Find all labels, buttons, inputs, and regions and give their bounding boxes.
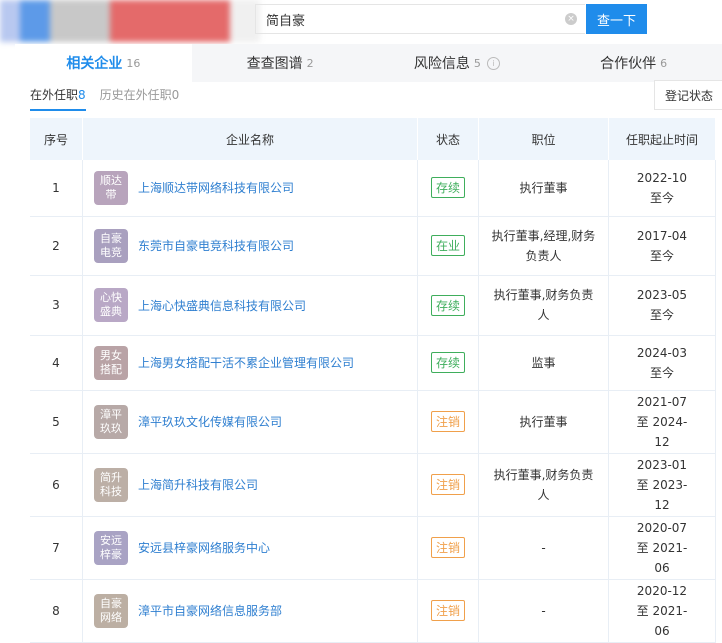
period: 2017-04 至今 <box>636 228 688 263</box>
search-input[interactable]: 简自豪 × <box>255 4 585 34</box>
period: 2023-01 至 2023-12 <box>636 457 688 512</box>
period: 2020-12 至 2021-06 <box>636 583 688 638</box>
period: 2022-10 至今 <box>636 170 688 205</box>
company-logo: 自豪网络 <box>94 593 128 628</box>
position: 执行董事,财务负责人 <box>493 288 594 322</box>
period: 2020-07 至 2021-06 <box>636 520 688 575</box>
table-row: 4 男女搭配 上海男女搭配干活不累企业管理有限公司 存续 监事 2024-03 至… <box>30 335 716 391</box>
subtab-history-positions[interactable]: 历史在外任职0 <box>99 88 180 102</box>
company-logo: 简升科技 <box>94 467 128 502</box>
position: - <box>541 603 546 618</box>
company-link[interactable]: 上海顺达带网络科技有限公司 <box>138 181 295 196</box>
subtab-current-positions[interactable]: 在外任职8 <box>30 86 86 111</box>
period: 2024-03 至今 <box>636 345 688 380</box>
blurred-logo <box>0 0 260 42</box>
search-button[interactable]: 查一下 <box>586 4 647 34</box>
header-status: 状态 <box>417 118 479 160</box>
status-filter-dropdown[interactable]: 登记状态 <box>654 80 722 110</box>
row-no: 5 <box>30 390 83 454</box>
table-row: 8 自豪网络 漳平市自豪网络信息服务部 注销 - 2020-12 至 2021-0… <box>30 579 716 643</box>
position: 执行董事 <box>519 180 568 195</box>
tab-related-companies[interactable]: 相关企业 16 <box>15 44 192 82</box>
row-no: 2 <box>30 216 83 276</box>
company-link[interactable]: 漳平玖玖文化传媒有限公司 <box>138 415 283 429</box>
position: - <box>541 540 546 555</box>
row-no: 6 <box>30 453 83 517</box>
tab-risk[interactable]: 风险信息 5 i <box>369 44 546 82</box>
table-row: 2 自豪电竞 东莞市自豪电竞科技有限公司 在业 执行董事,经理,财务负责人 201… <box>30 216 716 276</box>
status-badge: 存续 <box>430 352 465 373</box>
position: 监事 <box>531 355 556 370</box>
company-link[interactable]: 东莞市自豪电竞科技有限公司 <box>138 239 295 253</box>
clear-icon[interactable]: × <box>565 13 577 25</box>
status-badge: 在业 <box>430 235 465 256</box>
table-row: 5 漳平玖玖 漳平玖玖文化传媒有限公司 注销 执行董事 2021-07 至 202… <box>30 390 716 454</box>
positions-table: 序号 企业名称 状态 职位 任职起止时间 1 顺达带 上海顺达带网络科技有限公司 … <box>30 118 716 643</box>
row-no: 1 <box>30 160 83 217</box>
table-row: 7 安远梓豪 安远县梓豪网络服务中心 注销 - 2020-07 至 2021-06 <box>30 516 716 580</box>
tab-graph[interactable]: 查查图谱 2 <box>246 56 314 72</box>
header-company: 企业名称 <box>82 118 418 160</box>
header-position: 职位 <box>478 118 609 160</box>
company-logo: 漳平玖玖 <box>94 404 128 439</box>
table-row: 3 心快盛典 上海心快盛典信息科技有限公司 存续 执行董事,财务负责人 2023-… <box>30 275 716 336</box>
header-period: 任职起止时间 <box>608 118 716 160</box>
row-no: 4 <box>30 335 83 391</box>
tab-partners[interactable]: 合作伙伴 6 <box>600 56 668 72</box>
status-badge: 注销 <box>430 411 465 432</box>
row-no: 3 <box>30 275 83 336</box>
company-logo: 男女搭配 <box>94 345 128 380</box>
status-badge: 注销 <box>430 537 465 558</box>
company-link[interactable]: 上海心快盛典信息科技有限公司 <box>138 298 307 313</box>
period: 2021-07 至 2024-12 <box>636 394 688 449</box>
table-row: 6 简升科技 上海简升科技有限公司 注销 执行董事,财务负责人 2023-01 至… <box>30 453 716 517</box>
position: 执行董事,财务负责人 <box>493 467 594 502</box>
tabs: 相关企业 16 查查图谱 2 风险信息 5 i 合作伙伴 6 <box>15 44 722 82</box>
table-row: 1 顺达带 上海顺达带网络科技有限公司 存续 执行董事 2022-10 至今 <box>30 160 716 217</box>
company-logo: 安远梓豪 <box>94 530 128 565</box>
status-badge: 存续 <box>430 177 465 199</box>
company-link[interactable]: 安远县梓豪网络服务中心 <box>138 541 271 555</box>
info-icon[interactable]: i <box>486 56 500 70</box>
position: 执行董事,经理,财务负责人 <box>491 228 596 263</box>
row-no: 8 <box>30 579 83 643</box>
row-no: 7 <box>30 516 83 580</box>
period: 2023-05 至今 <box>636 288 688 322</box>
company-link[interactable]: 上海简升科技有限公司 <box>138 478 259 492</box>
position: 执行董事 <box>519 414 568 429</box>
status-badge: 注销 <box>430 600 465 621</box>
status-badge: 存续 <box>430 294 465 316</box>
status-badge: 注销 <box>430 474 465 495</box>
company-logo: 顺达带 <box>94 170 128 205</box>
company-link[interactable]: 漳平市自豪网络信息服务部 <box>138 604 283 618</box>
company-link[interactable]: 上海男女搭配干活不累企业管理有限公司 <box>138 356 355 370</box>
company-logo: 心快盛典 <box>94 288 128 322</box>
company-logo: 自豪电竞 <box>94 228 128 263</box>
header-no: 序号 <box>30 118 83 160</box>
